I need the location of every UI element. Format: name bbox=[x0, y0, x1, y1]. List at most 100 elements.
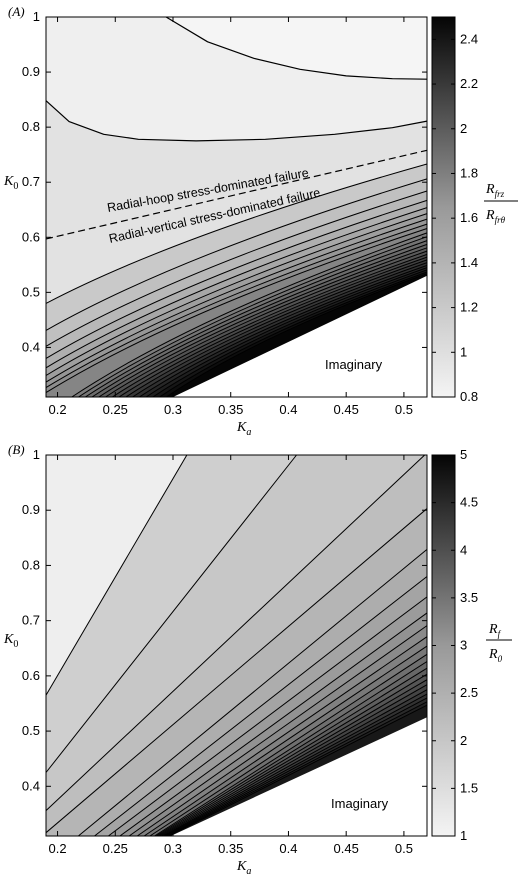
svg-text:Rf: Rf bbox=[488, 622, 502, 639]
colorbar-tick-label: 1.4 bbox=[460, 255, 478, 270]
y-tick-label: 1 bbox=[33, 447, 40, 462]
contour-line bbox=[155, 667, 428, 837]
contour-line bbox=[112, 253, 428, 398]
contour-line bbox=[45, 454, 188, 696]
panel-b-frame bbox=[45, 454, 428, 837]
contour-line bbox=[94, 576, 428, 837]
contour-fill-top bbox=[166, 17, 427, 80]
contour-line bbox=[78, 236, 428, 398]
contour-line bbox=[45, 199, 428, 359]
panel-a-colorbar-ticks: 0.8 1 1.2 1.4 1.6 1.8 2 2.2 2.4 bbox=[432, 31, 478, 404]
colorbar-tick-label: 4.5 bbox=[460, 495, 478, 510]
colorbar-tick-label: 2.2 bbox=[460, 76, 478, 91]
y-tick-label: 0.6 bbox=[22, 229, 40, 244]
contour-line bbox=[128, 625, 428, 837]
x-tick-label: 0.2 bbox=[49, 402, 67, 417]
contour-line bbox=[45, 163, 428, 304]
colorbar-tick-label: 1.5 bbox=[460, 780, 478, 795]
panel-b-imaginary-label: Imaginary bbox=[331, 796, 389, 811]
x-tick-label: 0.5 bbox=[395, 402, 413, 417]
panel-b-colorbar-label: Rf R0 bbox=[486, 622, 512, 664]
y-tick-label: 0.8 bbox=[22, 119, 40, 134]
colorbar-tick-label: 2 bbox=[460, 121, 467, 136]
contour-line bbox=[166, 273, 428, 398]
x-tick-label: 0.35 bbox=[218, 402, 243, 417]
contour-line bbox=[98, 247, 428, 398]
panel-b: (B) Imaginary 0.2 0.25 0.3 0.35 0.4 0.45 0.50.… bbox=[3, 442, 512, 877]
contour-line bbox=[143, 645, 428, 837]
colorbar-tick-label: 1.8 bbox=[460, 165, 478, 180]
panel-b-ticks: 0.2 0.25 0.3 0.35 0.4 0.45 0.5 0.4 0.5 0.6 0.7 0.8 0… bbox=[22, 447, 427, 856]
svg-text:Rfrθ: Rfrθ bbox=[485, 208, 506, 225]
contour-line bbox=[45, 508, 428, 834]
contour-line bbox=[157, 673, 428, 837]
x-tick-label: 0.45 bbox=[334, 402, 359, 417]
contour-line bbox=[45, 190, 428, 347]
colorbar-tick-label: 3.5 bbox=[460, 590, 478, 605]
colorbar-tick-label: 4 bbox=[460, 542, 467, 557]
contour-line-upper bbox=[165, 16, 428, 80]
contour-line bbox=[159, 271, 428, 398]
colorbar-tick-label: 5 bbox=[460, 447, 467, 462]
panel-a-ylabel: K0 bbox=[3, 174, 18, 192]
y-tick-label: 0.9 bbox=[22, 64, 40, 79]
x-tick-label: 0.5 bbox=[395, 841, 413, 856]
contour-line bbox=[108, 596, 428, 837]
imaginary-region bbox=[170, 717, 427, 836]
x-tick-label: 0.45 bbox=[334, 841, 359, 856]
contour-line bbox=[45, 223, 428, 389]
contour-line bbox=[139, 264, 428, 398]
contour-line bbox=[149, 653, 428, 837]
y-tick-label: 0.7 bbox=[22, 613, 40, 628]
contour-line bbox=[168, 704, 428, 837]
y-tick-label: 0.8 bbox=[22, 557, 40, 572]
panel-a-xlabel: Ka bbox=[236, 420, 251, 438]
colorbar-tick-label: 0.8 bbox=[460, 389, 478, 404]
contour-line bbox=[45, 213, 428, 376]
contour-line bbox=[159, 679, 428, 837]
colorbar-tick-label: 1 bbox=[460, 344, 467, 359]
panel-b-xlabel: Ka bbox=[236, 859, 251, 877]
contour-line bbox=[132, 262, 428, 398]
y-tick-label: 0.4 bbox=[22, 778, 40, 793]
x-tick-label: 0.25 bbox=[103, 402, 128, 417]
colorbar-tick-label: 2.5 bbox=[460, 685, 478, 700]
y-tick-label: 0.9 bbox=[22, 502, 40, 517]
colorbar-tick-label: 1.2 bbox=[460, 300, 478, 315]
x-tick-label: 0.3 bbox=[164, 841, 182, 856]
contour-line bbox=[119, 612, 428, 837]
failure-separator-line bbox=[45, 149, 428, 240]
svg-text:R0: R0 bbox=[488, 647, 503, 664]
svg-text:Rfrz: Rfrz bbox=[485, 182, 505, 199]
x-tick-label: 0.25 bbox=[103, 841, 128, 856]
y-tick-label: 0.5 bbox=[22, 723, 40, 738]
panel-a-label: (A) bbox=[8, 4, 25, 19]
colorbar-tick-label: 3 bbox=[460, 638, 467, 653]
x-tick-label: 0.3 bbox=[164, 402, 182, 417]
colorbar-tick-label: 2.4 bbox=[460, 31, 478, 46]
y-tick-label: 0.5 bbox=[22, 284, 40, 299]
panel-a-plot-area bbox=[45, 16, 428, 398]
imaginary-region bbox=[173, 275, 427, 397]
contour-line bbox=[78, 549, 428, 837]
contour-line bbox=[165, 697, 428, 837]
panel-b-ylabel: K0 bbox=[3, 632, 18, 650]
contour-line bbox=[154, 661, 428, 837]
contour-line bbox=[167, 701, 428, 837]
x-tick-label: 0.4 bbox=[279, 841, 297, 856]
contour-line bbox=[85, 240, 428, 398]
contour-line bbox=[91, 243, 428, 398]
panel-a-colorbar bbox=[431, 16, 456, 398]
colorbar-tick-label: 2 bbox=[460, 733, 467, 748]
y-tick-label: 1 bbox=[33, 9, 40, 24]
contour-line bbox=[45, 207, 428, 369]
colorbar-tick-label: 1 bbox=[460, 828, 467, 843]
contour-line bbox=[45, 454, 426, 811]
contour-line bbox=[118, 256, 428, 398]
panel-a: (A) Imaginary Radial-hoop stress-dominat… bbox=[3, 4, 518, 438]
contour-line bbox=[45, 178, 428, 331]
contour-line bbox=[145, 267, 428, 398]
x-tick-label: 0.4 bbox=[279, 402, 297, 417]
contour-line-upper bbox=[45, 100, 428, 142]
contour-line bbox=[45, 218, 428, 383]
